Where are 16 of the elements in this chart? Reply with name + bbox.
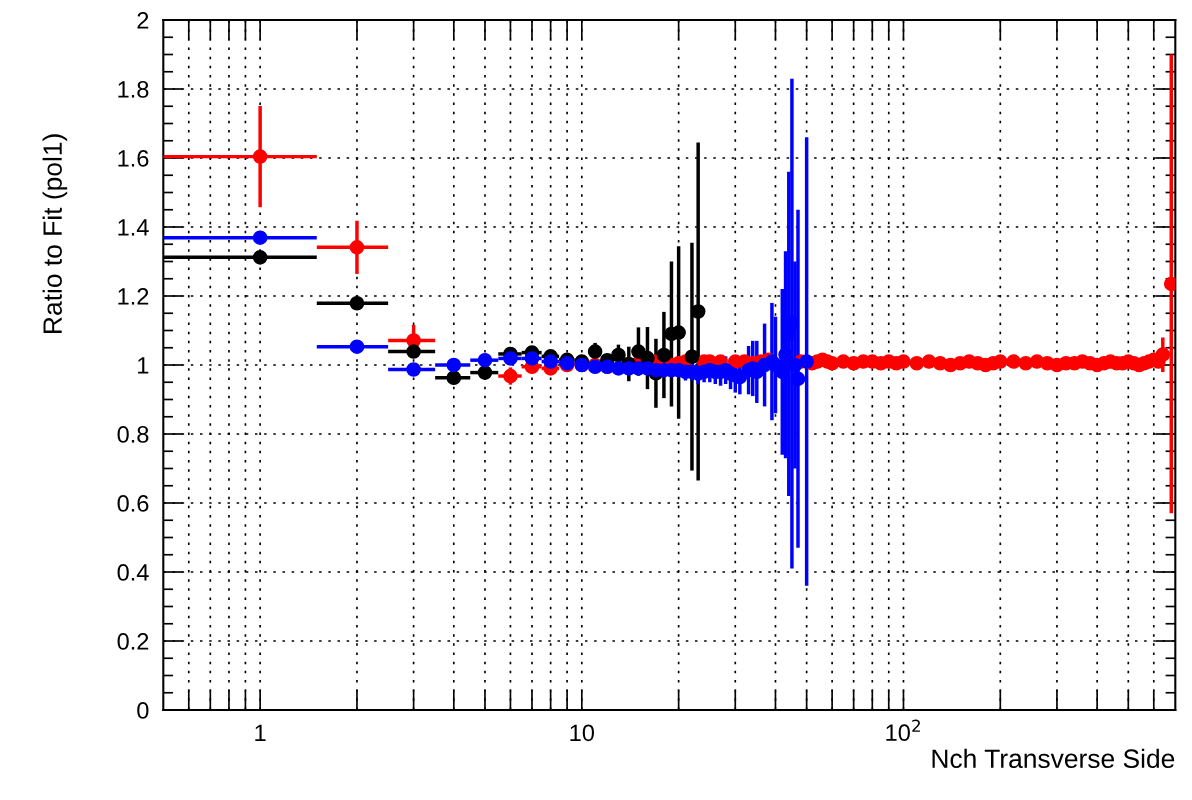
y-tick-label: 0.4 [117, 564, 149, 581]
y-tick-label: 1.6 [118, 150, 149, 167]
y-tick-label: 1.4 [118, 219, 149, 236]
x-tick-label: 10 [570, 724, 595, 742]
x-tick-label: 1 [255, 724, 266, 741]
y-tick-label: 0 [137, 702, 149, 719]
y-axis-title: Ratio to Fit (pol1) [42, 134, 68, 333]
y-tick-label: 0.2 [117, 633, 149, 650]
y-tick-label: 0.6 [117, 495, 149, 512]
y-tick-label: 1.8 [118, 81, 149, 98]
y-tick-label: 2 [137, 12, 149, 29]
x-axis-title: Nch Transverse Side [932, 748, 1175, 769]
x-tick-label: 10$^{2}$ [886, 719, 920, 742]
y-tick-label: 1.2 [118, 288, 149, 305]
y-tick-label: 1 [138, 357, 149, 374]
y-tick-label: 0.8 [117, 426, 149, 443]
